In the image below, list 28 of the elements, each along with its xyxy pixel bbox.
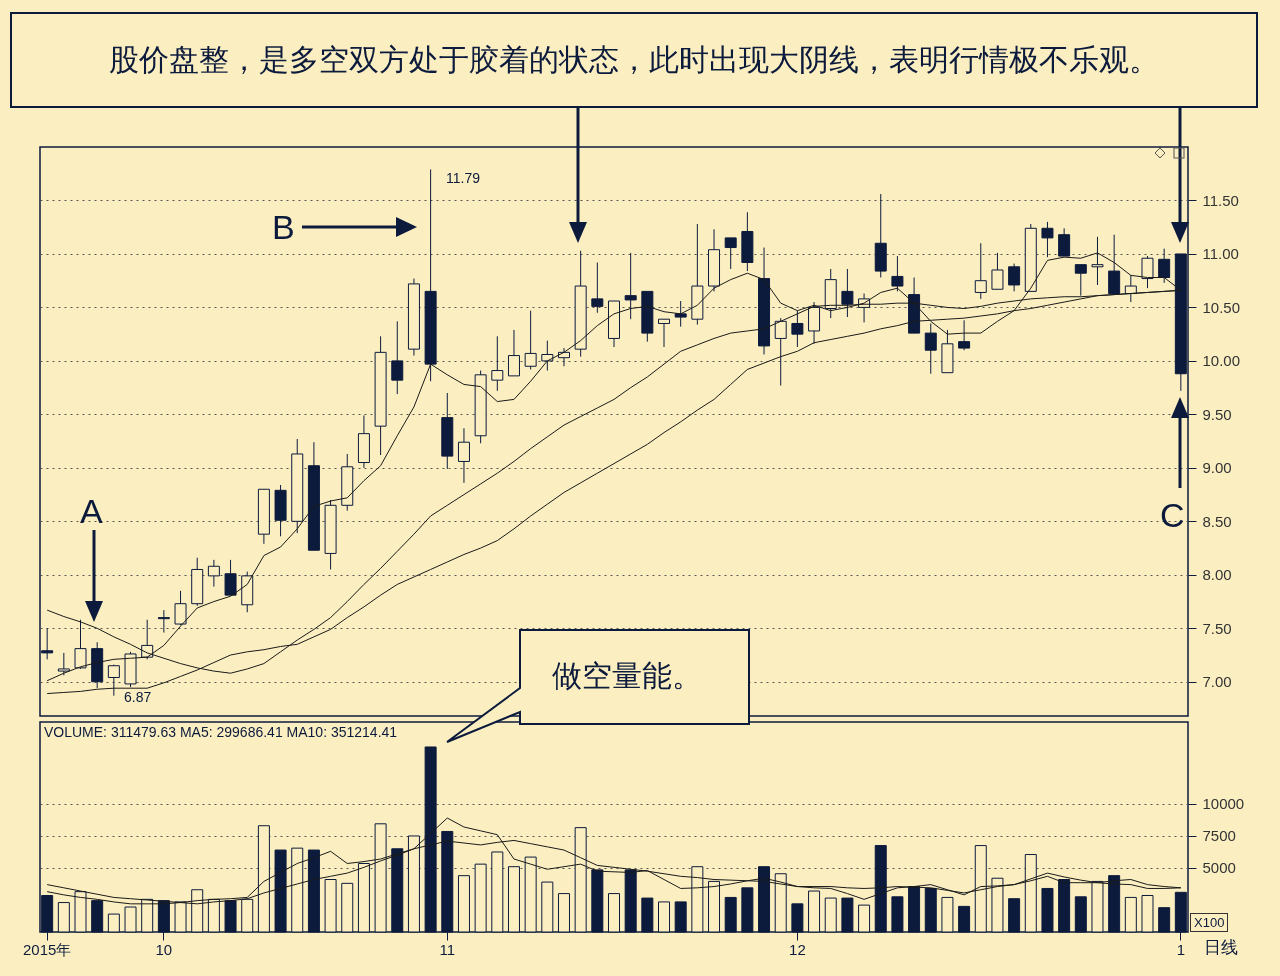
x-tick-label: 1	[1176, 940, 1185, 958]
annotation: VOLUME: 311479.63 MA5: 299686.41 MA10: 351214.41	[44, 724, 398, 740]
x-tick-label: 10	[155, 940, 173, 958]
y-tick-label: 9.50	[1202, 405, 1232, 423]
y-tick-label: 8.00	[1202, 566, 1232, 584]
y-tick-label: 11.00	[1202, 245, 1239, 263]
y-tick-label: 7500	[1202, 827, 1236, 845]
x-tick-label: 11	[439, 940, 456, 958]
annotation: 做空量能。	[552, 658, 702, 693]
text: X100	[1190, 913, 1229, 932]
text: 日线	[1204, 938, 1238, 957]
y-tick-label: 5000	[1202, 859, 1236, 877]
x-tick-label: 12	[789, 940, 806, 958]
annotation: A	[80, 492, 103, 530]
annotation: 11.79	[446, 170, 480, 186]
x-tick-label: 2015年	[22, 940, 72, 958]
y-tick-label: 7.50	[1202, 619, 1232, 637]
y-tick-label: 8.50	[1202, 512, 1232, 530]
y-tick-label: 10.50	[1202, 298, 1241, 316]
annotation: C	[1160, 496, 1185, 534]
annotation: 6.87	[124, 689, 152, 705]
y-tick-label: 9.00	[1202, 459, 1232, 477]
y-tick-label: 10000	[1202, 795, 1245, 813]
y-tick-label: 10.00	[1202, 352, 1241, 370]
y-tick-label: 7.00	[1202, 673, 1232, 691]
annotation: B	[272, 208, 295, 246]
y-tick-label: 11.50	[1202, 191, 1239, 209]
chart-title: 股价盘整，是多空双方处于胶着的状态，此时出现大阴线，表明行情极不乐观。	[10, 12, 1258, 108]
